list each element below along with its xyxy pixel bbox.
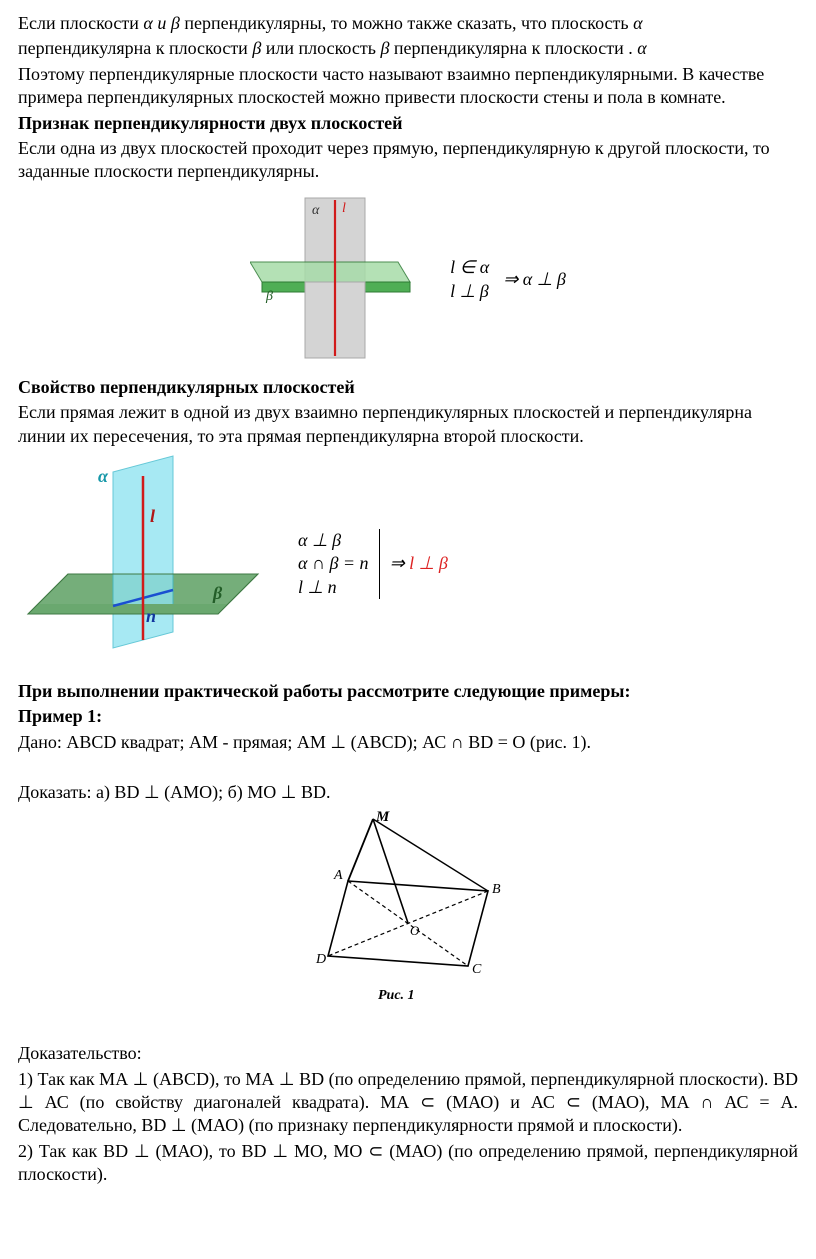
svg-text:M: M (375, 811, 390, 825)
sym-alpha: α (633, 13, 642, 33)
fig1-note-impl: ⇒ α ⊥ β (503, 268, 566, 291)
figure-1-row: α l β l ∈ α l ⊥ β ⇒ α ⊥ β (18, 190, 798, 370)
paragraph-intro-1: Если плоскости α и β перпендикулярны, то… (18, 12, 798, 35)
text: перпендикулярна к плоскости . (394, 38, 633, 58)
svg-text:β: β (212, 583, 223, 603)
svg-text:l: l (150, 506, 155, 526)
figure-3-row: M A B C D O Рис. 1 (18, 811, 798, 1011)
sym-beta: β (252, 38, 261, 58)
fig2-note-impl: ⇒ (390, 553, 410, 573)
fig2-note-result: l ⊥ β (409, 553, 448, 573)
svg-text:Рис. 1: Рис. 1 (378, 988, 415, 1003)
fig2-note-l1: α ⊥ β (298, 529, 369, 552)
sym-alpha-2: α (637, 38, 646, 58)
sym-alpha-beta: α и β (143, 13, 179, 33)
heading-criterion: Признак перпендикулярности двух плоскост… (18, 112, 798, 135)
figure-1-note: l ∈ α l ⊥ β ⇒ α ⊥ β (450, 256, 566, 303)
fig1-note-l2: l ⊥ β (450, 281, 489, 301)
figure-2-svg: α l β n (18, 454, 268, 674)
heading-examples: При выполнении практической работы рассм… (18, 680, 798, 703)
svg-text:α: α (312, 203, 320, 218)
svg-text:C: C (472, 962, 482, 977)
figure-1-svg: α l β (250, 190, 420, 370)
paragraph-criterion: Если одна из двух плоскостей проходит че… (18, 137, 798, 184)
paragraph-property: Если прямая лежит в одной из двух взаимн… (18, 401, 798, 448)
spacer (18, 756, 798, 779)
paragraph-intro-2: перпендикулярна к плоскости β или плоско… (18, 37, 798, 60)
svg-text:l: l (342, 201, 346, 216)
proof-label: Доказательство: (18, 1042, 798, 1065)
figure-2-note: α ⊥ β α ∩ β = n l ⊥ n ⇒ l ⊥ β (298, 529, 448, 599)
heading-property: Свойство перпендикулярных плоскостей (18, 376, 798, 399)
example-1-label: Пример 1: (18, 705, 798, 728)
figure-2-row: α l β n α ⊥ β α ∩ β = n l ⊥ n ⇒ l ⊥ β (18, 454, 798, 674)
svg-text:B: B (492, 882, 501, 897)
svg-text:D: D (315, 952, 326, 967)
figure-3-svg: M A B C D O Рис. 1 (278, 811, 538, 1011)
text: перпендикулярны, то можно также сказать,… (184, 13, 633, 33)
spacer-2 (18, 1017, 798, 1040)
fig2-note-l2: α ∩ β = n (298, 552, 369, 575)
sym-beta-2: β (380, 38, 389, 58)
example-1-toprove: Доказать: а) BD ⊥ (АМО); б) МО ⊥ BD. (18, 781, 798, 804)
text: перпендикулярна к плоскости (18, 38, 252, 58)
text: Если плоскости (18, 13, 143, 33)
svg-text:α: α (98, 466, 109, 486)
fig1-note-l1: l ∈ α (450, 257, 489, 277)
proof-step-1: 1) Так как МА ⊥ (ABCD), то МА ⊥ BD (по о… (18, 1068, 798, 1138)
svg-text:β: β (265, 289, 273, 304)
svg-text:n: n (146, 606, 156, 626)
paragraph-intro-3: Поэтому перпендикулярные плоскости часто… (18, 63, 798, 110)
example-1-given: Дано: ABCD квадрат; АМ - прямая; AM ⊥ (A… (18, 731, 798, 754)
text: или плоскость (266, 38, 381, 58)
svg-text:A: A (333, 868, 343, 883)
proof-step-2: 2) Так как BD ⊥ (МАО), то BD ⊥ MO, MO ⊂ … (18, 1140, 798, 1187)
fig2-note-l3: l ⊥ n (298, 576, 369, 599)
svg-text:O: O (410, 923, 420, 938)
